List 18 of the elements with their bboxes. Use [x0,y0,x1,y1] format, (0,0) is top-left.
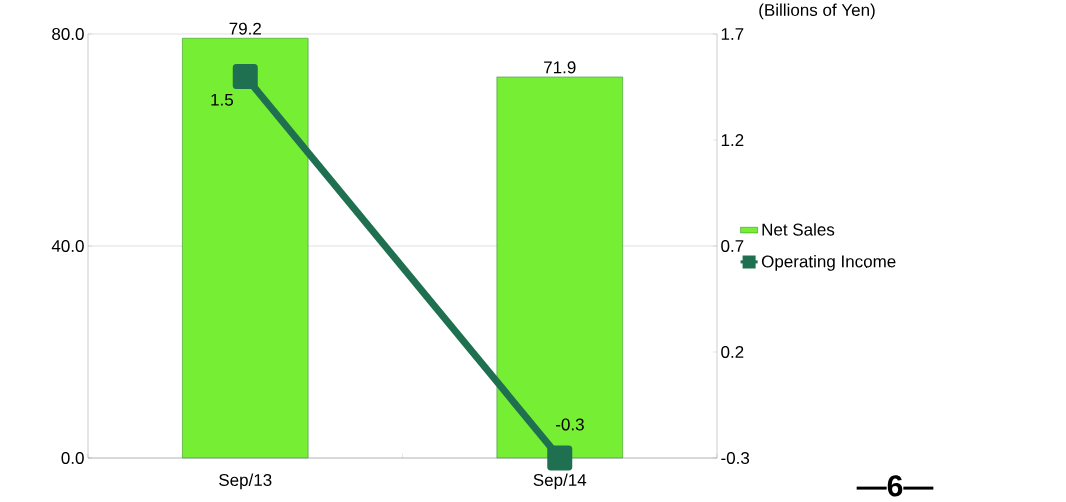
y2-axis-title: (Billions of Yen) [759,3,875,20]
data-label: 79.2 [229,22,261,35]
y-tick-label: 40.0 [51,239,84,253]
y2-tick-label: -0.3 [721,451,750,465]
text: —6— [856,475,934,497]
y2-tick-label: 0.2 [721,345,744,359]
y2-tick-label: 1.2 [721,134,744,146]
y-tick-label: 0.0 [61,451,84,465]
y2-tick-label: 0.7 [721,239,744,253]
data-label: 1.5 [211,93,234,106]
y-tick-label: 80.0 [52,27,84,41]
x-tick-label: Sep/14 [533,473,587,490]
legend-label: Operating Income [761,254,896,271]
x-tick-label: Sep/13 [219,473,272,490]
data-label: -0.3 [556,418,584,431]
y2-tick-label: 1.7 [721,28,744,40]
data-label: 71.9 [544,61,576,74]
legend-label: Net Sales [762,223,835,236]
